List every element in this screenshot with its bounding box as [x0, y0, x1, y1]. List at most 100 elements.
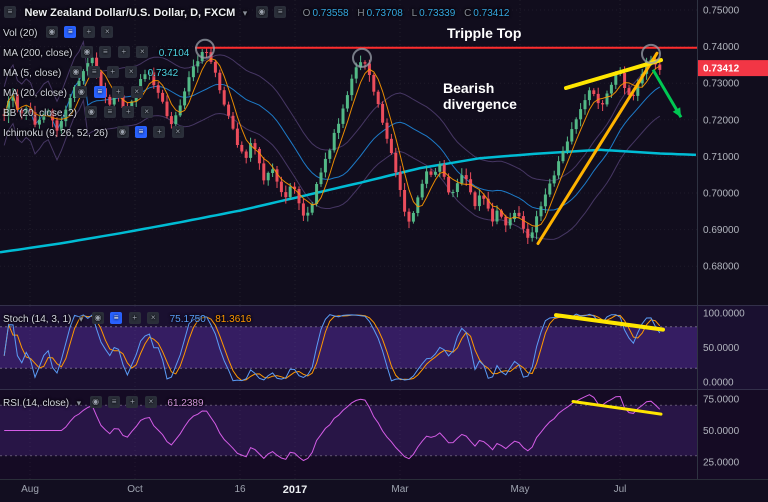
eye-icon[interactable]: ◉: [91, 311, 104, 324]
eye-icon[interactable]: ◉: [116, 125, 129, 138]
time-label: May: [510, 484, 530, 495]
price-pane[interactable]: Tripple Top Bearish divergence 0.75000 0.740…: [0, 0, 768, 305]
eye-icon[interactable]: ◉: [69, 65, 82, 78]
settings-icon[interactable]: ≡: [274, 5, 287, 18]
stoch-scale[interactable]: [698, 306, 768, 389]
indicator-label[interactable]: Ichimoku (9, 26, 52, 26): [3, 128, 109, 139]
time-label: Oct: [127, 484, 143, 495]
more-icon[interactable]: ≡: [88, 65, 101, 78]
eye-icon[interactable]: ◉: [89, 395, 102, 408]
rsi-pane[interactable]: 75.0000 50.0000 25.0000 RSI (14, close) ▾ …: [0, 389, 768, 480]
close-icon[interactable]: ×: [147, 311, 160, 324]
eye-icon[interactable]: ◉: [85, 105, 98, 118]
indicator-label[interactable]: MA (20, close): [3, 88, 67, 99]
stoch-pane[interactable]: 100.0000 50.0000 0.0000 Stoch (14, 3, 1) ▾…: [0, 305, 768, 389]
rsi-scale[interactable]: [698, 390, 768, 480]
more-icon[interactable]: ≡: [103, 105, 116, 118]
plus-icon[interactable]: +: [117, 45, 130, 58]
indicator-value: 0.7342: [147, 68, 179, 79]
chevron-down-icon[interactable]: ▾: [76, 398, 82, 408]
indicator-label[interactable]: RSI (14, close): [3, 398, 70, 409]
price-scale[interactable]: [698, 0, 768, 305]
plus-icon[interactable]: +: [82, 25, 95, 38]
close-label: C: [464, 8, 472, 19]
low-label: L: [411, 8, 418, 19]
indicator-label[interactable]: Vol (20): [3, 28, 38, 39]
svg-text:Tripple Top: Tripple Top: [447, 25, 521, 41]
indicator-row-vol: Vol (20) ◉ ≡ + ×: [3, 22, 509, 42]
more-icon[interactable]: ≡: [108, 395, 121, 408]
eye-icon[interactable]: ◉: [45, 25, 58, 38]
more-icon[interactable]: ≡: [64, 25, 77, 38]
svg-text:0.69000: 0.69000: [703, 225, 740, 236]
plus-icon[interactable]: +: [112, 85, 125, 98]
indicator-row-ma200: MA (200, close) ◉ ≡ + × 0.7104: [3, 42, 509, 62]
indicator-label[interactable]: MA (200, close): [3, 48, 73, 59]
price-chart-canvas[interactable]: Tripple Top Bearish divergence 0.75000 0.740…: [0, 0, 768, 305]
plus-icon[interactable]: +: [106, 65, 119, 78]
indicator-row-ichimoku: Ichimoku (9, 26, 52, 26) ◉ ≡ + ×: [3, 122, 509, 142]
svg-text:0.73412: 0.73412: [703, 64, 740, 75]
svg-text:100.0000: 100.0000: [703, 309, 745, 320]
close-icon[interactable]: ×: [140, 105, 153, 118]
ohlc-readout: O 0.73558 H 0.73708 L 0.73339 C 0.73412: [297, 8, 510, 19]
indicator-label[interactable]: Stoch (14, 3, 1): [3, 314, 72, 325]
svg-text:0.68000: 0.68000: [703, 262, 740, 273]
close-icon[interactable]: ×: [130, 85, 143, 98]
time-label: Aug: [21, 484, 39, 495]
close-icon[interactable]: ×: [125, 65, 138, 78]
time-label: Jul: [613, 484, 627, 495]
svg-text:25.0000: 25.0000: [703, 458, 740, 469]
stoch-d-value: 81.3616: [215, 314, 252, 325]
plus-icon[interactable]: +: [122, 105, 135, 118]
close-icon[interactable]: ×: [144, 395, 157, 408]
high-label: H: [357, 8, 365, 19]
stoch-k-value: 75.1750: [169, 314, 206, 325]
svg-text:0.74000: 0.74000: [703, 42, 740, 53]
more-icon[interactable]: ≡: [110, 311, 123, 324]
time-axis[interactable]: Aug Oct 16 2017 Mar May Jul: [0, 479, 768, 502]
svg-text:Bearish: Bearish: [443, 80, 494, 96]
more-icon[interactable]: ≡: [134, 125, 147, 138]
svg-text:0.75000: 0.75000: [703, 6, 740, 17]
more-icon[interactable]: ≡: [99, 45, 112, 58]
open-value: 0.73558: [312, 8, 349, 19]
svg-text:0.0000: 0.0000: [703, 378, 734, 389]
rsi-value: 61.2389: [167, 398, 204, 409]
open-label: O: [302, 8, 311, 19]
svg-text:0.73000: 0.73000: [703, 79, 740, 90]
stoch-chart-canvas[interactable]: 100.0000 50.0000 0.0000: [0, 306, 768, 389]
stoch-legend: Stoch (14, 3, 1) ▾ ◉ ≡ + × 75.1750 81.36…: [3, 308, 251, 328]
indicator-value: 0.7104: [158, 48, 190, 59]
time-label: 16: [234, 484, 246, 495]
indicator-row-ma5: MA (5, close) ◉ ≡ + × 0.7342: [3, 62, 509, 82]
indicator-label[interactable]: MA (5, close): [3, 68, 62, 79]
chevron-down-icon[interactable]: ▾: [78, 314, 84, 324]
close-icon[interactable]: ×: [136, 45, 149, 58]
symbol-row: ≡ New Zealand Dollar/U.S. Dollar, D, FXC…: [3, 2, 509, 22]
indicator-row-bb: BB (20, close, 2) ◉ ≡ + ×: [3, 102, 509, 122]
eye-icon[interactable]: ◉: [80, 45, 93, 58]
close-value: 0.73412: [473, 8, 510, 19]
high-value: 0.73708: [366, 8, 403, 19]
chevron-down-icon[interactable]: ▾: [242, 8, 248, 18]
indicator-label[interactable]: BB (20, close, 2): [3, 108, 77, 119]
indicator-legend: ≡ New Zealand Dollar/U.S. Dollar, D, FXC…: [3, 2, 509, 142]
menu-icon[interactable]: ≡: [4, 5, 16, 18]
close-icon[interactable]: ×: [101, 25, 114, 38]
eye-icon[interactable]: ◉: [255, 5, 268, 18]
more-icon[interactable]: ≡: [93, 85, 106, 98]
plus-icon[interactable]: +: [128, 311, 141, 324]
svg-text:50.0000: 50.0000: [703, 426, 740, 437]
svg-text:divergence: divergence: [443, 96, 517, 112]
symbol-title[interactable]: New Zealand Dollar/U.S. Dollar, D, FXCM: [24, 7, 236, 19]
close-icon[interactable]: ×: [171, 125, 184, 138]
indicator-row-ma20: MA (20, close) ◉ ≡ + ×: [3, 82, 509, 102]
plus-icon[interactable]: +: [153, 125, 166, 138]
time-label: 2017: [282, 484, 308, 496]
plus-icon[interactable]: +: [126, 395, 139, 408]
svg-text:75.0000: 75.0000: [703, 395, 740, 406]
eye-icon[interactable]: ◉: [75, 85, 88, 98]
svg-text:0.71000: 0.71000: [703, 152, 740, 163]
